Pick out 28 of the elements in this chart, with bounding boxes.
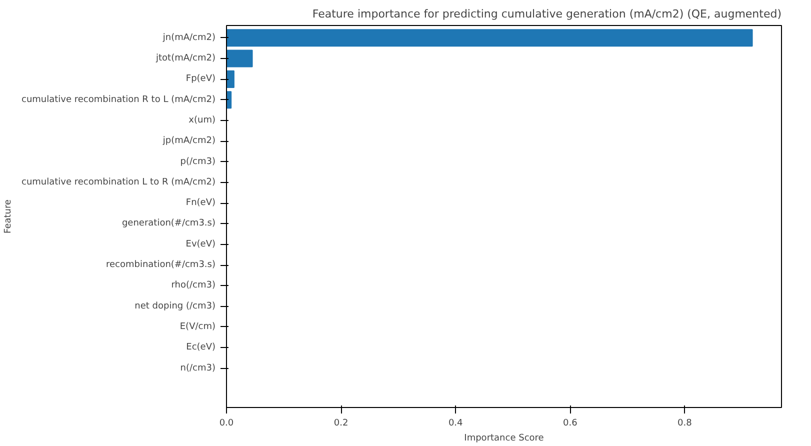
- y-tick-label: net doping (/cm3): [134, 301, 216, 312]
- y-tick-label: jp(mA/cm2): [162, 136, 216, 146]
- y-tick-label: jn(mA/cm2): [162, 32, 216, 43]
- bar: [226, 50, 253, 68]
- y-tick-label: Ev(eV): [186, 239, 216, 250]
- y-tick-label: n(/cm3): [180, 363, 216, 374]
- y-tick-label: x(um): [188, 115, 216, 126]
- y-tick-label: Fp(eV): [186, 74, 216, 84]
- y-tick-label: Fn(eV): [186, 198, 216, 208]
- y-tick-label: E(V/cm): [180, 322, 216, 332]
- bar: [226, 70, 234, 88]
- x-tick-label: 0.2: [334, 418, 348, 428]
- y-tick-label: cumulative recombination R to L (mA/cm2): [22, 94, 216, 105]
- y-tick-label: Ec(eV): [186, 342, 216, 353]
- y-tick-label: cumulative recombination L to R (mA/cm2): [22, 177, 216, 188]
- y-tick-label: jtot(mA/cm2): [155, 54, 216, 64]
- x-axis-title: Importance Score: [464, 434, 544, 444]
- x-tick-label: 0.8: [678, 418, 692, 428]
- x-tick-label: 0.0: [219, 418, 234, 428]
- y-tick-label: rho(/cm3): [171, 280, 216, 291]
- y-tick-label: recombination(#/cm3.s): [106, 260, 216, 270]
- x-tick-label: 0.4: [448, 418, 464, 428]
- bar: [226, 29, 753, 47]
- chart-title: Feature importance for predicting cumulative generation (mA/cm2) (QE, augmented): [312, 8, 782, 20]
- y-tick-label: generation(#/cm3.s): [122, 218, 216, 229]
- x-tick-label: 0.6: [562, 418, 578, 428]
- y-tick-label: p(/cm3): [180, 156, 216, 167]
- y-axis-title: Feature: [4, 199, 14, 234]
